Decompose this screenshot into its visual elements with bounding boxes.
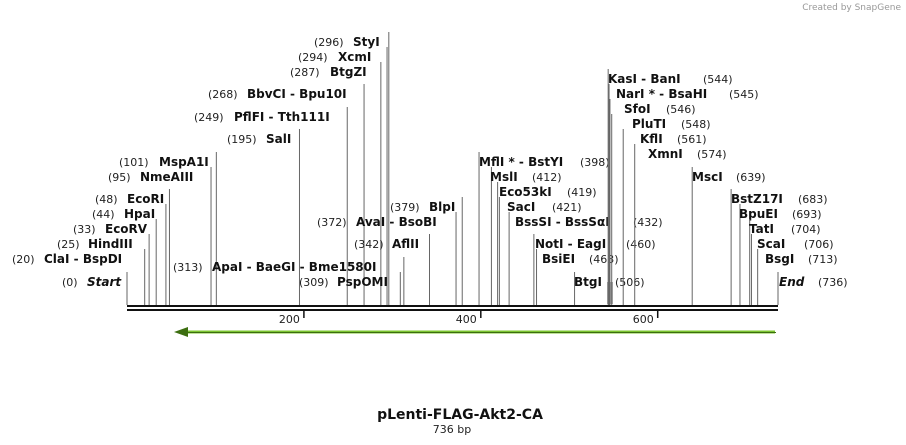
site-position: (432) — [633, 216, 663, 229]
site-name: NmeAIII — [140, 170, 193, 184]
site-position: (704) — [791, 223, 821, 236]
site-name: BssSI - BssSαI — [515, 215, 610, 229]
site-position: (249) — [194, 111, 224, 124]
site-position: (25) — [57, 238, 80, 251]
site-position: (506) — [615, 276, 645, 289]
site-name: MscI — [692, 170, 723, 184]
site-position: (544) — [703, 73, 733, 86]
site-name: EcoRI — [127, 192, 164, 206]
site-name: AvaI - BsoBI — [356, 215, 437, 229]
site-name: TatI — [749, 222, 774, 236]
site-name: SacI — [507, 200, 535, 214]
site-name: EcoRV — [105, 222, 148, 236]
site-position: (95) — [108, 171, 131, 184]
site-name: ScaI — [757, 237, 785, 251]
site-name: PspOMI — [337, 275, 388, 289]
tick-label: 200 — [279, 313, 300, 326]
site-name: SfoI — [624, 102, 651, 116]
site-position: (379) — [390, 201, 420, 214]
credit: Created by SnapGene — [802, 3, 901, 13]
site-name: SalI — [266, 132, 291, 146]
title: pLenti-FLAG-Akt2-CA — [377, 407, 543, 423]
site-name: PflFI - Tth111I — [234, 110, 330, 124]
site-name: ClaI - BspDI — [44, 252, 122, 266]
site-name: StyI — [353, 35, 380, 49]
site-position: (372) — [317, 216, 347, 229]
site-name: MslI — [490, 170, 518, 184]
site-name: PluTI — [632, 117, 666, 131]
site-name: BlpI — [429, 200, 455, 214]
site-position: (195) — [227, 133, 257, 146]
site-name: KflI — [640, 132, 663, 146]
site-position: (44) — [92, 208, 115, 221]
site-position: (0) — [62, 276, 78, 289]
site-position: (683) — [798, 193, 828, 206]
site-name: BsiEI — [542, 252, 575, 266]
site-position: (296) — [314, 36, 344, 49]
site-name: HindIII — [88, 237, 133, 251]
site-name: Start — [87, 275, 122, 289]
site-position: (20) — [12, 253, 35, 266]
site-name: BpuEI — [739, 207, 778, 221]
site-position: (309) — [299, 276, 329, 289]
site-name: BtgZI — [330, 65, 367, 79]
site-name: BstZ17I — [731, 192, 783, 206]
site-position: (313) — [173, 261, 203, 274]
site-name: ApaI - BaeGI - Bme1580I — [212, 260, 376, 274]
site-position: (419) — [567, 186, 597, 199]
site-name: HpaI — [124, 207, 155, 221]
site-position: (294) — [298, 51, 328, 64]
site-position: (713) — [808, 253, 838, 266]
site-position: (639) — [736, 171, 766, 184]
site-position: (574) — [697, 148, 727, 161]
site-position: (693) — [792, 208, 822, 221]
site-position: (101) — [119, 156, 149, 169]
site-name: KasI - BanI — [608, 72, 681, 86]
site-position: (342) — [354, 238, 384, 251]
site-name: AflII — [392, 237, 419, 251]
site-name: BbvCI - Bpu10I — [247, 87, 347, 101]
site-position: (546) — [666, 103, 696, 116]
site-position: (460) — [626, 238, 656, 251]
site-position: (48) — [95, 193, 118, 206]
site-position: (463) — [589, 253, 619, 266]
site-position: (736) — [818, 276, 848, 289]
site-name: End — [779, 275, 805, 289]
site-position: (421) — [552, 201, 582, 214]
site-name: XcmI — [338, 50, 371, 64]
site-name: BtgI — [574, 275, 602, 289]
site-name: Eco53kI — [499, 185, 552, 199]
site-name: MflI * - BstYI — [479, 155, 563, 169]
site-position: (33) — [73, 223, 96, 236]
site-position: (398) — [580, 156, 610, 169]
subtitle: 736 bp — [433, 423, 471, 436]
site-name: MspA1I — [159, 155, 209, 169]
site-name: XmnI — [648, 147, 683, 161]
tick-label: 400 — [456, 313, 477, 326]
site-position: (268) — [208, 88, 238, 101]
site-position: (545) — [729, 88, 759, 101]
site-name: NotI - EagI — [535, 237, 606, 251]
tick-label: 600 — [633, 313, 654, 326]
site-name: BsgI — [765, 252, 794, 266]
site-position: (561) — [677, 133, 707, 146]
site-position: (706) — [804, 238, 834, 251]
site-position: (548) — [681, 118, 711, 131]
feature-arrow — [174, 327, 188, 337]
site-position: (412) — [532, 171, 562, 184]
site-position: (287) — [290, 66, 320, 79]
site-name: NarI * - BsaHI — [616, 87, 707, 101]
